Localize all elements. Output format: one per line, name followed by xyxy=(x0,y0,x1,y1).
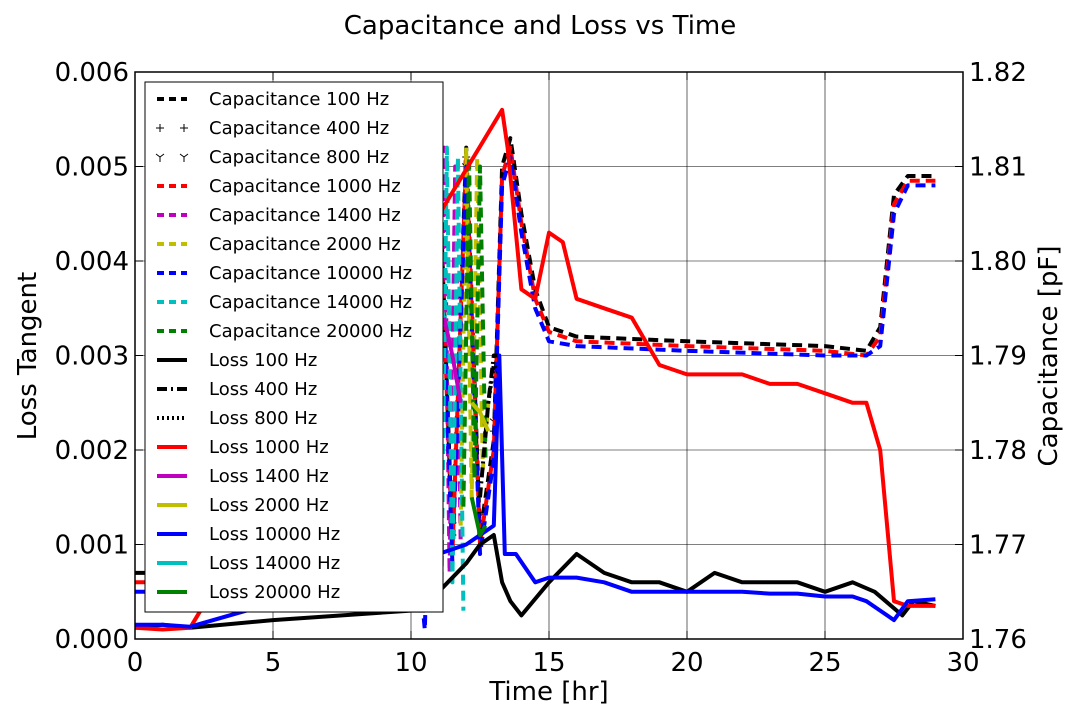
y-tick-label-right: 1.79 xyxy=(969,342,1027,372)
x-tick-label: 10 xyxy=(394,648,427,678)
legend-label-loss-20000-hz: Loss 20000 Hz xyxy=(209,582,340,603)
legend-label-capacitance-1400-hz: Capacitance 1400 Hz xyxy=(209,205,401,226)
x-tick-label: 25 xyxy=(808,648,841,678)
series-loss-1400-hz xyxy=(442,317,463,404)
series-loss-400-hz xyxy=(478,353,500,498)
x-tick-label: 15 xyxy=(532,648,565,678)
series-loss-20000-hz xyxy=(469,496,488,537)
y-tick-label-right: 1.78 xyxy=(969,436,1027,466)
legend-label-loss-1000-hz: Loss 1000 Hz xyxy=(209,437,329,458)
legend-label-loss-2000-hz: Loss 2000 Hz xyxy=(209,495,329,516)
y-tick-label-left: 0.001 xyxy=(55,531,129,561)
legend-label-loss-800-hz: Loss 800 Hz xyxy=(209,408,317,429)
legend-label-loss-10000-hz: Loss 10000 Hz xyxy=(209,524,340,545)
series-capacitance-1400-hz xyxy=(422,145,463,585)
legend-label-capacitance-14000-hz: Capacitance 14000 Hz xyxy=(209,292,412,313)
legend-marker-capacitance-800-hz xyxy=(155,153,165,162)
legend-label-capacitance-20000-hz: Capacitance 20000 Hz xyxy=(209,321,412,342)
x-axis-label: Time [hr] xyxy=(488,677,608,707)
y-tick-label-right: 1.81 xyxy=(969,153,1027,183)
legend-box xyxy=(144,81,444,613)
legend-label-loss-400-hz: Loss 400 Hz xyxy=(209,379,317,400)
series-loss-1000-hz xyxy=(135,107,936,632)
legend-label-capacitance-2000-hz: Capacitance 2000 Hz xyxy=(209,234,401,255)
legend-label-capacitance-100-hz: Capacitance 100 Hz xyxy=(209,89,389,110)
series-loss-2000-hz xyxy=(470,401,491,432)
series-loss-10000-hz xyxy=(135,353,936,629)
legend-label-capacitance-1000-hz: Capacitance 1000 Hz xyxy=(209,176,401,197)
chart-title: Capacitance and Loss vs Time xyxy=(344,11,737,41)
ticks: 0 5 10 15 20 25 30 0.000 0.001 0.002 0.003 0.004 0.0… xyxy=(55,58,1027,678)
y-tick-label-left: 0.002 xyxy=(55,436,129,466)
y-axis-label-left: Loss Tangent xyxy=(13,272,43,440)
x-tick-label: 5 xyxy=(265,648,282,678)
legend-label-loss-100-hz: Loss 100 Hz xyxy=(209,350,317,371)
x-tick-label: 20 xyxy=(670,648,703,678)
legend: Capacitance 100 Hz Capacitance 400 Hz Capa… xyxy=(144,81,444,613)
legend-marker-capacitance-400-hz xyxy=(156,124,164,132)
legend-label-capacitance-10000-hz: Capacitance 10000 Hz xyxy=(209,263,412,284)
legend-label-capacitance-800-hz: Capacitance 800 Hz xyxy=(209,147,389,168)
y-tick-label-left: 0.005 xyxy=(55,153,129,183)
y-tick-label-left: 0.006 xyxy=(55,58,129,88)
y-tick-label-right: 1.77 xyxy=(969,531,1027,561)
legend-marker-capacitance-400-hz xyxy=(180,124,188,132)
legend-marker-capacitance-800-hz xyxy=(179,153,189,162)
series-capacitance-20000-hz xyxy=(461,155,488,507)
y-tick-label-right: 1.82 xyxy=(969,58,1027,88)
legend-label-loss-14000-hz: Loss 14000 Hz xyxy=(209,553,340,574)
y-tick-label-left: 0.003 xyxy=(55,342,129,372)
y-tick-label-left: 0.004 xyxy=(55,247,129,277)
legend-label-loss-1400-hz: Loss 1400 Hz xyxy=(209,466,329,487)
x-tick-label: 0 xyxy=(127,648,144,678)
y-axis-label-right: Capacitance [pF] xyxy=(1034,246,1064,467)
y-tick-label-right: 1.80 xyxy=(969,247,1027,277)
y-tick-label-right: 1.76 xyxy=(969,625,1027,655)
x-tick-label: 30 xyxy=(946,648,979,678)
legend-label-capacitance-400-hz: Capacitance 400 Hz xyxy=(209,118,389,139)
y-tick-label-left: 0.000 xyxy=(55,625,129,655)
